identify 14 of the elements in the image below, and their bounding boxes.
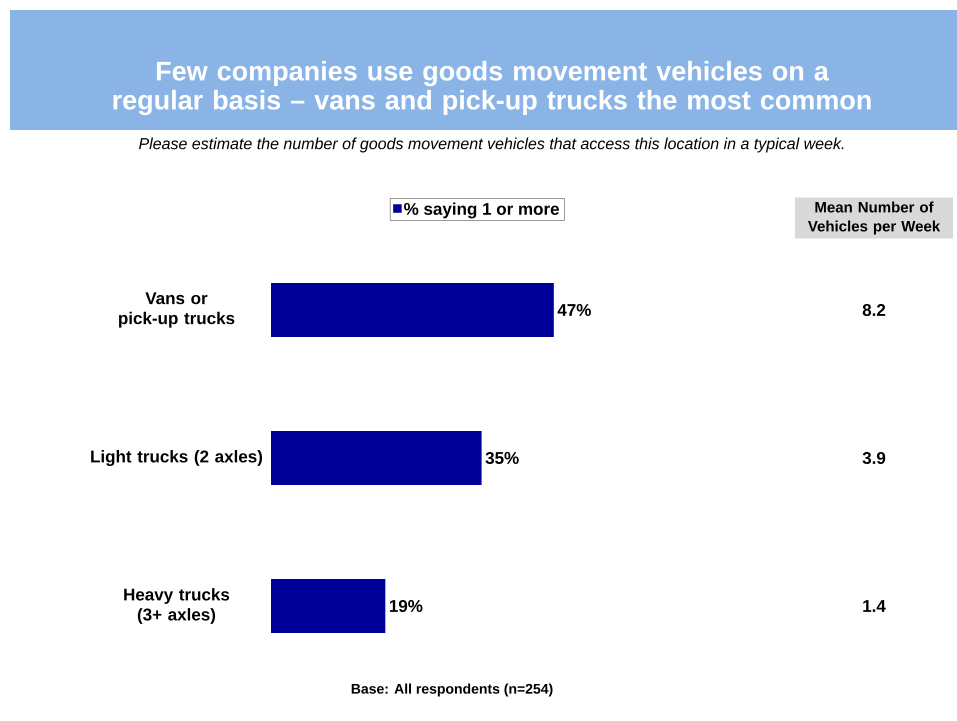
y-tick-label: Heavy trucks (3+ axles) <box>124 588 230 624</box>
text: 1.4 <box>863 600 886 612</box>
text: 3.9 <box>862 452 886 464</box>
legend-label: % saying 1 or more <box>404 202 559 218</box>
data-label: 19% <box>390 600 422 612</box>
y-tick-label: Vans or pick-up trucks <box>119 292 234 328</box>
text: Mean Number of Vehicles per Week <box>808 202 940 234</box>
data-label: 35% <box>486 452 519 464</box>
chart-subtitle: Please estimate the number of goods movement vehicles that access this location in a typical week. <box>138 138 844 152</box>
chart-title: Few companies use goods movement vehicles on a regular basis – vans and pick-up trucks the most common <box>113 60 871 116</box>
text: Base: All respondents (n=254) <box>352 683 553 697</box>
data-label: 47% <box>558 304 591 316</box>
y-tick-label: Light trucks (2 axles) <box>91 450 262 466</box>
text: 8.2 <box>862 304 886 316</box>
